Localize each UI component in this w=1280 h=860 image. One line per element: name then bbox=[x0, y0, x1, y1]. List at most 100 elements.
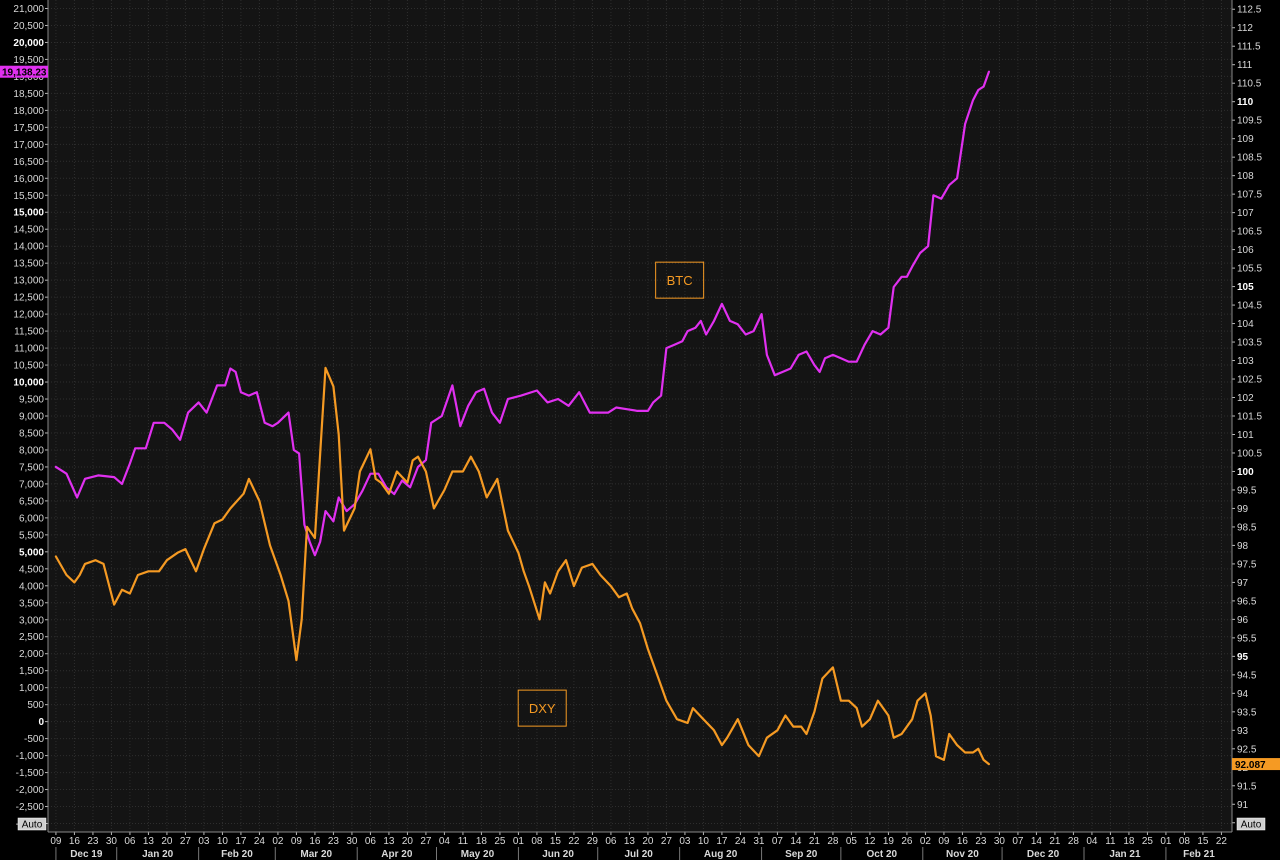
right-tick-label: 109.5 bbox=[1237, 116, 1262, 127]
left-tick-label: 5,500 bbox=[19, 530, 44, 541]
left-tick-label: 19,500 bbox=[13, 55, 44, 66]
x-tick-label: 11 bbox=[1105, 836, 1116, 847]
left-auto-bg bbox=[17, 817, 47, 831]
x-tick-label: 07 bbox=[1012, 836, 1024, 847]
x-tick-label: 13 bbox=[383, 836, 395, 847]
left-tick-label: 7,000 bbox=[19, 479, 44, 490]
x-tick-label: 09 bbox=[50, 836, 62, 847]
x-tick-label: 25 bbox=[1142, 836, 1154, 847]
left-tick-label: -1,000 bbox=[16, 751, 45, 762]
left-tick-label: 4,500 bbox=[19, 564, 44, 575]
right-auto-button: Auto bbox=[1236, 817, 1266, 831]
left-tick-label: 11,000 bbox=[14, 344, 44, 355]
x-tick-label: 24 bbox=[735, 836, 747, 847]
left-tick-label: 14,500 bbox=[13, 225, 44, 236]
x-tick-label: 29 bbox=[587, 836, 599, 847]
x-tick-label: 23 bbox=[87, 836, 99, 847]
left-tick-label: 13,500 bbox=[13, 259, 44, 270]
left-tick-label: 21,000 bbox=[13, 4, 44, 15]
right-axis: 112.5 112 111.5 111 110.5 110 109.5 109 108.5 108… bbox=[1231, 0, 1262, 832]
x-tick-label: 02 bbox=[920, 836, 932, 847]
month-label: Nov 20 bbox=[946, 849, 979, 860]
x-tick-label: 19 bbox=[883, 836, 895, 847]
x-tick-label: 31 bbox=[753, 836, 765, 847]
x-tick-label: 13 bbox=[143, 836, 155, 847]
right-tick-label: 95 bbox=[1237, 652, 1249, 663]
x-tick-label: 04 bbox=[439, 836, 451, 847]
left-tick-label: 15,000 bbox=[13, 208, 44, 219]
right-tick-label: 110.5 bbox=[1237, 79, 1262, 90]
month-label: Jul 20 bbox=[624, 849, 653, 860]
right-tick-label: 91.5 bbox=[1237, 781, 1257, 792]
x-tick-label: 03 bbox=[679, 836, 691, 847]
x-tick-label: 18 bbox=[1123, 836, 1135, 847]
x-tick-label: 28 bbox=[1068, 836, 1080, 847]
btc-last-value-tag: 19,138.23 bbox=[0, 65, 48, 79]
x-tick-label: 08 bbox=[1179, 836, 1191, 847]
right-tick-label: 106 bbox=[1237, 245, 1254, 256]
left-tick-label: 3,500 bbox=[19, 598, 44, 609]
right-tick-label: 96.5 bbox=[1237, 596, 1257, 607]
x-tick-label: 01 bbox=[1160, 836, 1172, 847]
month-label: Oct 20 bbox=[867, 849, 898, 860]
left-tick-label: 18,000 bbox=[13, 106, 44, 117]
right-tick-label: 112 bbox=[1237, 23, 1253, 34]
right-tick-label: 94 bbox=[1237, 689, 1249, 700]
x-tick-label: 23 bbox=[975, 836, 987, 847]
left-tick-label: 7,500 bbox=[19, 462, 44, 473]
dxy-tag-bg bbox=[1232, 758, 1280, 771]
x-tick-label: 27 bbox=[420, 836, 432, 847]
right-tick-label: 108.5 bbox=[1237, 153, 1262, 164]
right-tick-label: 107 bbox=[1237, 208, 1254, 219]
left-tick-label: 1,500 bbox=[19, 666, 44, 677]
left-tick-label: 12,000 bbox=[13, 310, 44, 321]
month-label: Dec 20 bbox=[1027, 849, 1060, 860]
x-tick-label: 17 bbox=[716, 836, 728, 847]
x-tick-label: 20 bbox=[402, 836, 414, 847]
x-tick-label: 14 bbox=[1031, 836, 1043, 847]
right-tick-label: 100 bbox=[1237, 467, 1254, 478]
x-tick-label: 16 bbox=[69, 836, 81, 847]
right-auto-label: Auto bbox=[1241, 820, 1262, 831]
left-auto-label: Auto bbox=[22, 820, 43, 831]
x-tick-label: 30 bbox=[346, 836, 358, 847]
left-tick-label: 2,000 bbox=[19, 649, 44, 660]
series-lines bbox=[54, 70, 990, 766]
left-tick-label: 11,500 bbox=[14, 327, 44, 338]
annotation-label: BTC bbox=[667, 273, 693, 288]
x-tick-label: 16 bbox=[309, 836, 321, 847]
right-tick-label: 105 bbox=[1237, 282, 1254, 293]
x-tick-label: 13 bbox=[624, 836, 636, 847]
month-label: Jan 21 bbox=[1109, 849, 1141, 860]
left-tick-label: 20,000 bbox=[13, 38, 44, 49]
x-tick-label: 17 bbox=[235, 836, 247, 847]
left-tick-label: 9,000 bbox=[19, 412, 44, 423]
left-tick-label: 6,000 bbox=[19, 513, 44, 524]
x-tick-label: 10 bbox=[217, 836, 229, 847]
left-tick-label: 16,000 bbox=[13, 174, 44, 185]
left-tick-label: 16,500 bbox=[13, 157, 44, 168]
right-tick-label: 95.5 bbox=[1237, 633, 1257, 644]
right-tick-label: 102 bbox=[1237, 393, 1254, 404]
right-tick-label: 93 bbox=[1237, 726, 1249, 737]
x-tick-label: 18 bbox=[476, 836, 488, 847]
annotation-btc: BTC bbox=[655, 261, 705, 299]
x-tick-label: 03 bbox=[198, 836, 210, 847]
grid-lines bbox=[48, 0, 1232, 832]
x-tick-label: 22 bbox=[568, 836, 580, 847]
left-tick-label: 2,500 bbox=[19, 632, 44, 643]
series-line-dxy bbox=[54, 366, 990, 766]
left-tick-label: -2,500 bbox=[16, 802, 45, 813]
x-tick-label: 23 bbox=[328, 836, 340, 847]
x-tick-label: 06 bbox=[365, 836, 377, 847]
right-tick-label: 102.5 bbox=[1237, 375, 1262, 386]
month-label: Jun 20 bbox=[542, 849, 574, 860]
x-tick-label: 09 bbox=[938, 836, 950, 847]
right-tick-label: 100.5 bbox=[1237, 448, 1262, 459]
x-tick-label: 30 bbox=[994, 836, 1006, 847]
right-tick-label: 103 bbox=[1237, 356, 1254, 367]
x-tick-label: 06 bbox=[124, 836, 136, 847]
left-tick-label: 1,000 bbox=[19, 683, 44, 694]
month-label: Jan 20 bbox=[142, 849, 174, 860]
